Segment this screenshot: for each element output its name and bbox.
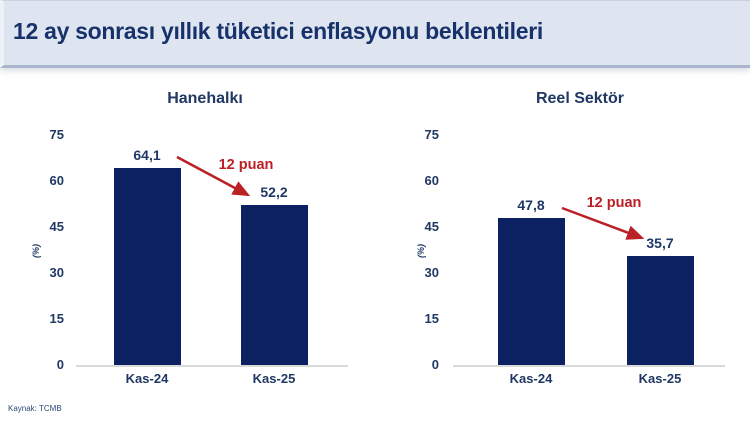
bar bbox=[497, 218, 565, 365]
annotation-label: 12 puan bbox=[218, 157, 274, 173]
x-axis-baseline bbox=[453, 365, 725, 367]
source-note: Kaynak: TCMB bbox=[8, 404, 62, 413]
bar bbox=[113, 168, 181, 365]
bar-value-label: 52,2 bbox=[260, 183, 288, 200]
y-tick-label: 15 bbox=[424, 311, 439, 326]
plot-area-households: 0 15 30 45 60 75 (%) 64,1 Kas-24 52,2 Kas-25 12 pua… bbox=[0, 85, 375, 421]
x-category-label: Kas-25 bbox=[252, 371, 296, 386]
bar-value-label: 64,1 bbox=[133, 147, 161, 164]
chart-title-real-sector: Reel Sektör bbox=[535, 90, 625, 107]
x-category-label: Kas-24 bbox=[125, 371, 169, 386]
x-category-label: Kas-24 bbox=[509, 371, 553, 386]
x-axis-baseline bbox=[76, 365, 348, 367]
y-tick-label: 30 bbox=[49, 265, 64, 280]
annotation-label: 12 puan bbox=[586, 195, 642, 211]
x-category-label: Kas-25 bbox=[638, 371, 682, 386]
y-tick-label: 30 bbox=[424, 265, 439, 280]
y-tick-label: 0 bbox=[56, 357, 64, 372]
y-axis-label: (%) bbox=[416, 244, 426, 258]
slide-header: 12 ay sonrası yıllık tüketici enflasyonu… bbox=[0, 0, 750, 68]
y-tick-label: 60 bbox=[424, 173, 439, 188]
bar bbox=[240, 204, 308, 365]
chart-title-households: Hanehalkı bbox=[167, 90, 243, 107]
bar-value-label: 35,7 bbox=[646, 234, 674, 251]
slide-title: 12 ay sonrası yıllık tüketici enflasyonu… bbox=[13, 18, 543, 44]
bar bbox=[626, 255, 694, 365]
plot-area-real-sector: 0 15 30 45 60 75 (%) 47,8 Kas-24 35,7 Kas-25 12 pua… bbox=[375, 85, 750, 421]
bar-value-label: 47,8 bbox=[517, 197, 545, 214]
y-tick-label: 15 bbox=[49, 311, 64, 326]
y-tick-label: 45 bbox=[424, 219, 439, 234]
y-axis-label: (%) bbox=[31, 244, 41, 258]
chart-panel-households: Hanehalkı 0 15 30 45 60 75 (%) 64,1 Kas-24 52,2 Ka… bbox=[0, 85, 375, 421]
y-tick-label: 75 bbox=[49, 127, 64, 142]
y-tick-label: 0 bbox=[431, 357, 439, 372]
y-tick-label: 75 bbox=[424, 127, 439, 142]
y-tick-label: 60 bbox=[49, 173, 64, 188]
chart-panel-real-sector: Reel Sektör 0 15 30 45 60 75 (%) 47,8 Kas-24 35,7… bbox=[375, 85, 750, 421]
y-tick-label: 45 bbox=[49, 219, 64, 234]
